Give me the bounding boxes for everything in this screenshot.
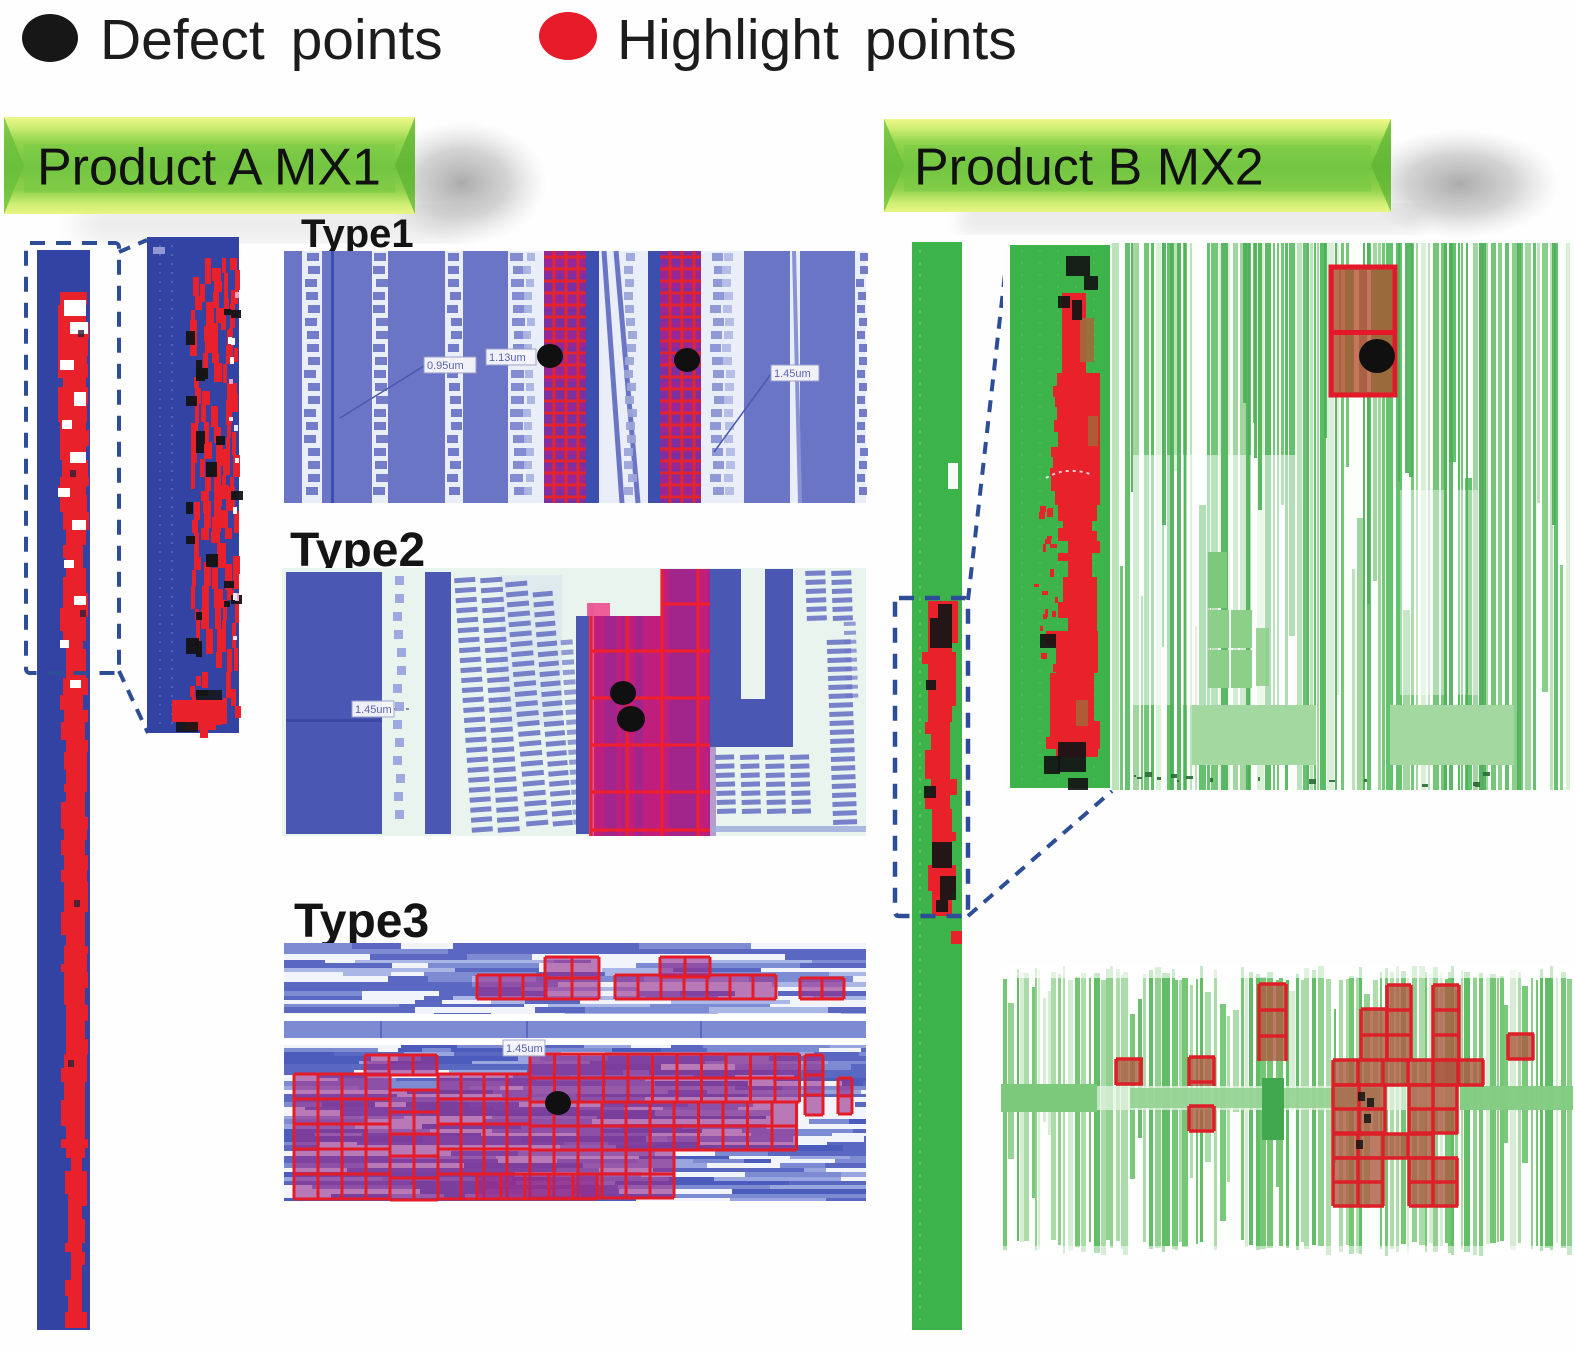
svg-text:0.95um: 0.95um <box>427 360 464 372</box>
svg-text:1.13um: 1.13um <box>489 352 526 364</box>
svg-text:1.45um: 1.45um <box>506 1043 543 1055</box>
svg-text:Product A MX1: Product A MX1 <box>37 139 381 197</box>
svg-text:Type1: Type1 <box>301 212 414 256</box>
svg-text:Type3: Type3 <box>294 895 429 948</box>
svg-text:Highlight points: Highlight points <box>617 8 1017 72</box>
svg-text:1.45um: 1.45um <box>355 704 392 716</box>
svg-text:Defect points: Defect points <box>100 8 443 72</box>
svg-text:Product B MX2: Product B MX2 <box>914 139 1264 197</box>
svg-text:1.45um: 1.45um <box>774 368 811 380</box>
